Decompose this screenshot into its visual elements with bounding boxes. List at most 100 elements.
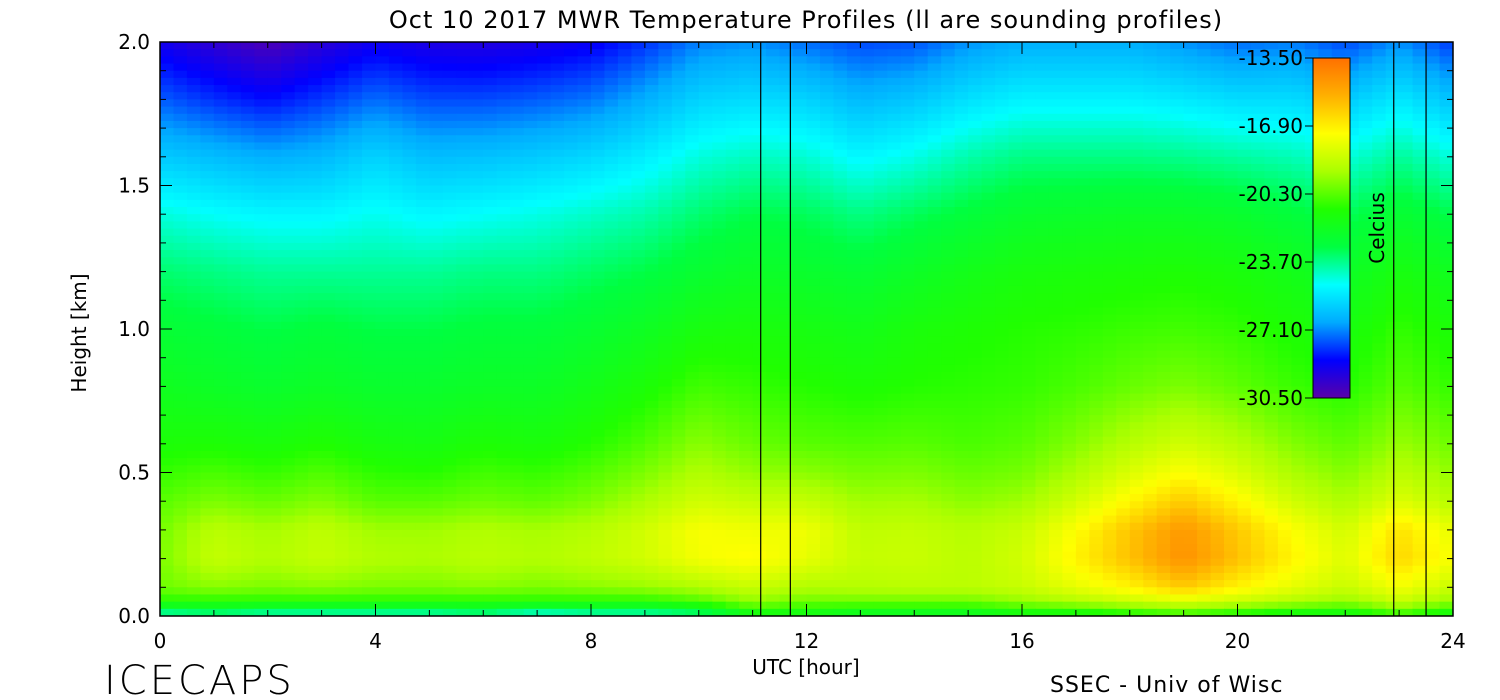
heatmap-cell: [698, 192, 713, 201]
heatmap-cell: [1385, 63, 1400, 72]
heatmap-cell: [200, 142, 215, 151]
heatmap-cell: [429, 336, 444, 344]
heatmap-cell: [604, 49, 619, 57]
heatmap-cell: [415, 163, 430, 172]
heatmap-cell: [281, 228, 296, 237]
heatmap-cell: [186, 42, 202, 50]
heatmap-cell: [900, 300, 915, 309]
heatmap-cell: [671, 278, 686, 287]
heatmap-cell: [1210, 185, 1225, 194]
heatmap-cell: [927, 185, 942, 194]
heatmap-cell: [442, 250, 457, 258]
heatmap-cell: [779, 135, 794, 144]
heatmap-cell: [806, 113, 821, 122]
heatmap-cell: [1426, 113, 1441, 122]
heatmap-cell: [1385, 257, 1400, 266]
heatmap-cell: [1439, 142, 1453, 151]
heatmap-cell: [1102, 329, 1117, 337]
heatmap-cell: [388, 128, 404, 136]
heatmap-cell: [873, 106, 888, 115]
heatmap-cell: [308, 199, 323, 208]
heatmap-cell: [1304, 250, 1319, 258]
heatmap-cell: [725, 329, 740, 337]
heatmap-cell: [577, 207, 592, 215]
heatmap-cell: [294, 235, 309, 244]
heatmap-cell: [186, 278, 202, 287]
heatmap-cell: [1372, 70, 1387, 79]
heatmap-cell: [819, 192, 835, 201]
heatmap-cell: [375, 113, 390, 122]
heatmap-cell: [227, 49, 242, 57]
heatmap-cell: [873, 257, 888, 266]
heatmap-cell: [415, 149, 430, 158]
heatmap-cell: [819, 407, 835, 416]
heatmap-cell: [1170, 235, 1185, 244]
heatmap-cell: [254, 135, 269, 144]
heatmap-cell: [1089, 120, 1104, 129]
heatmap-cell: [752, 113, 767, 122]
heatmap-cell: [819, 278, 835, 287]
heatmap-cell: [873, 77, 888, 86]
heatmap-cell: [1048, 343, 1064, 352]
heatmap-cell: [927, 42, 942, 50]
heatmap-cell: [1035, 235, 1050, 244]
heatmap-cell: [819, 228, 835, 237]
heatmap-cell: [335, 329, 350, 337]
heatmap-cell: [1412, 300, 1427, 309]
heatmap-cell: [591, 214, 606, 222]
heatmap-cell: [1304, 264, 1319, 273]
heatmap-cell: [415, 135, 430, 144]
heatmap-cell: [1318, 49, 1333, 57]
heatmap-cell: [523, 70, 538, 79]
heatmap-cell: [1345, 278, 1360, 287]
heatmap-cell: [1237, 264, 1252, 273]
heatmap-cell: [819, 285, 835, 294]
heatmap-cell: [658, 250, 673, 258]
heatmap-cell: [644, 163, 659, 172]
heatmap-cell: [698, 250, 713, 258]
heatmap-cell: [240, 400, 255, 409]
heatmap-cell: [415, 142, 430, 151]
heatmap-cell: [941, 142, 956, 151]
heatmap-cell: [1008, 407, 1023, 416]
heatmap-cell: [1250, 85, 1266, 93]
heatmap-cell: [1399, 135, 1414, 144]
heatmap-cell: [591, 293, 606, 301]
heatmap-cell: [995, 156, 1010, 165]
heatmap-cell: [739, 49, 754, 57]
heatmap-cell: [685, 329, 700, 337]
heatmap-cell: [1102, 49, 1117, 57]
heatmap-cell: [375, 278, 390, 287]
heatmap-cell: [240, 250, 255, 258]
heatmap-cell: [766, 185, 781, 194]
heatmap-cell: [591, 314, 606, 323]
heatmap-cell: [227, 407, 242, 416]
heatmap-cell: [685, 163, 700, 172]
heatmap-cell: [981, 171, 996, 179]
heatmap-cell: [1129, 407, 1144, 416]
heatmap-cell: [1008, 329, 1023, 337]
heatmap-cell: [1304, 156, 1319, 165]
heatmap-cell: [402, 178, 417, 187]
heatmap-cell: [213, 372, 228, 380]
heatmap-cell: [1170, 171, 1185, 179]
heatmap-cell: [200, 178, 215, 187]
heatmap-cell: [173, 207, 188, 215]
heatmap-cell: [766, 300, 781, 309]
heatmap-cell: [927, 70, 942, 79]
heatmap-cell: [712, 264, 727, 273]
heatmap-cell: [1035, 163, 1050, 172]
heatmap-cell: [1048, 293, 1064, 301]
heatmap-cell: [510, 393, 525, 402]
heatmap-cell: [415, 185, 430, 194]
heatmap-cell: [1277, 142, 1292, 151]
heatmap-cell: [254, 77, 269, 86]
heatmap-cell: [510, 336, 525, 344]
heatmap-cell: [1399, 42, 1414, 50]
heatmap-cell: [254, 343, 269, 352]
heatmap-cell: [1291, 92, 1306, 100]
heatmap-cell: [981, 350, 996, 359]
heatmap-cell: [671, 307, 686, 316]
heatmap-cell: [267, 178, 282, 187]
heatmap-cell: [429, 113, 444, 122]
